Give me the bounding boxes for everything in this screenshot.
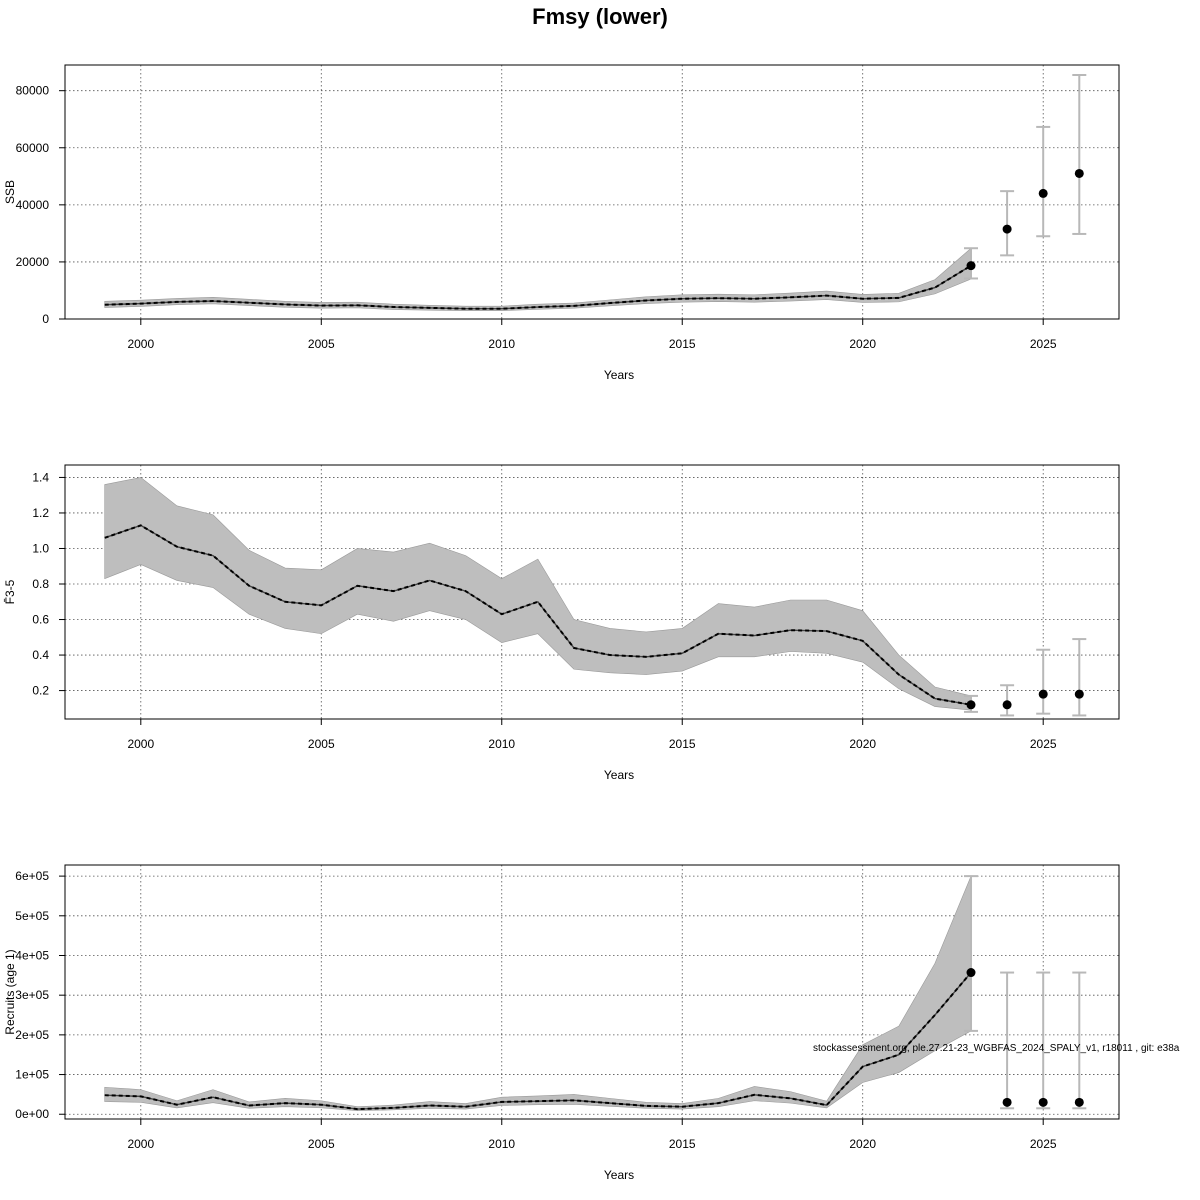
x-tick-label: 2010 xyxy=(488,1137,515,1151)
estimate-line-dashed xyxy=(104,264,972,310)
x-tick-label: 2020 xyxy=(849,1137,876,1151)
y-tick-label: 4e+05 xyxy=(15,948,49,962)
y-axis-label: Recruits (age 1) xyxy=(3,949,17,1034)
x-tick-label: 2000 xyxy=(127,337,154,351)
estimate-line xyxy=(104,265,972,310)
x-tick-label: 2025 xyxy=(1030,1137,1057,1151)
estimate-line-dashed xyxy=(104,524,972,706)
y-tick-label: 0e+00 xyxy=(15,1107,49,1121)
estimate-line-dashed xyxy=(104,971,972,1111)
y-tick-label: 1.2 xyxy=(32,506,49,520)
chart-title: Fmsy (lower) xyxy=(532,4,668,29)
x-tick-label: 2010 xyxy=(488,337,515,351)
confidence-band xyxy=(104,875,972,1111)
panel-1: 2000 2005 2010 2015 2020 2025 0 20000 40000 60000… xyxy=(3,64,1120,382)
forecast-point xyxy=(966,968,976,978)
y-tick-label: 0.4 xyxy=(32,648,49,662)
y-tick-label: 80000 xyxy=(16,84,50,98)
plot-frame xyxy=(64,64,1120,320)
x-axis-label: Years xyxy=(604,768,634,782)
x-tick-label: 2025 xyxy=(1030,737,1057,751)
x-tick-label: 2000 xyxy=(127,1137,154,1151)
x-axis-label: Years xyxy=(604,1168,634,1182)
forecast-point xyxy=(1074,168,1084,178)
y-tick-label: 1.0 xyxy=(32,541,49,555)
x-axis-label: Years xyxy=(604,368,634,382)
x-tick-label: 2015 xyxy=(669,337,696,351)
footnote: stockassessment.org, ple.27.21-23_WGBFAS… xyxy=(813,1043,1180,1054)
confidence-band xyxy=(104,477,972,711)
x-tick-label: 2010 xyxy=(488,737,515,751)
plot-frame xyxy=(64,864,1120,1120)
forecast-point xyxy=(1002,1097,1012,1107)
forecast-point xyxy=(1038,188,1048,198)
forecast-point xyxy=(1074,689,1084,699)
y-tick-label: 2e+05 xyxy=(15,1028,49,1042)
y-tick-label: 0.6 xyxy=(32,613,49,627)
y-tick-label: 3e+05 xyxy=(15,988,49,1002)
forecast-point xyxy=(1038,1097,1048,1107)
y-tick-label: 0 xyxy=(42,312,49,326)
forecast-point xyxy=(966,261,976,271)
y-axis-label: SSB xyxy=(3,180,17,204)
y-tick-label: 40000 xyxy=(16,198,50,212)
y-tick-label: 1.4 xyxy=(32,470,49,484)
plot-frame xyxy=(64,464,1120,720)
x-tick-label: 2025 xyxy=(1030,337,1057,351)
forecast-point xyxy=(966,700,976,710)
y-tick-label: 1e+05 xyxy=(15,1068,49,1082)
x-tick-label: 2015 xyxy=(669,1137,696,1151)
y-tick-label: 20000 xyxy=(16,255,50,269)
forecast-point xyxy=(1038,689,1048,699)
y-axis-label: F̄3-5 xyxy=(3,579,17,604)
y-tick-label: 0.8 xyxy=(32,577,49,591)
forecast-point xyxy=(1074,1097,1084,1107)
x-tick-label: 2005 xyxy=(308,337,335,351)
x-tick-label: 2005 xyxy=(308,1137,335,1151)
forecast-point xyxy=(1002,224,1012,234)
forecast-point xyxy=(1002,700,1012,710)
y-tick-label: 0.2 xyxy=(32,684,49,698)
y-tick-label: 5e+05 xyxy=(15,909,49,923)
x-tick-label: 2020 xyxy=(849,737,876,751)
y-tick-label: 6e+05 xyxy=(15,869,49,883)
panels: 2000 2005 2010 2015 2020 2025 0 20000 40000 60000… xyxy=(3,64,1120,1182)
x-tick-label: 2000 xyxy=(127,737,154,751)
y-tick-label: 60000 xyxy=(16,141,50,155)
x-tick-label: 2005 xyxy=(308,737,335,751)
panel-2: 2000 2005 2010 2015 2020 2025 0.2 0.4 0.6 0.8 1.0 1… xyxy=(3,464,1120,782)
x-tick-label: 2015 xyxy=(669,737,696,751)
x-tick-label: 2020 xyxy=(849,337,876,351)
panel-3: 2000 2005 2010 2015 2020 2025 0e+00 1e+05 2e+05 3… xyxy=(3,864,1120,1182)
